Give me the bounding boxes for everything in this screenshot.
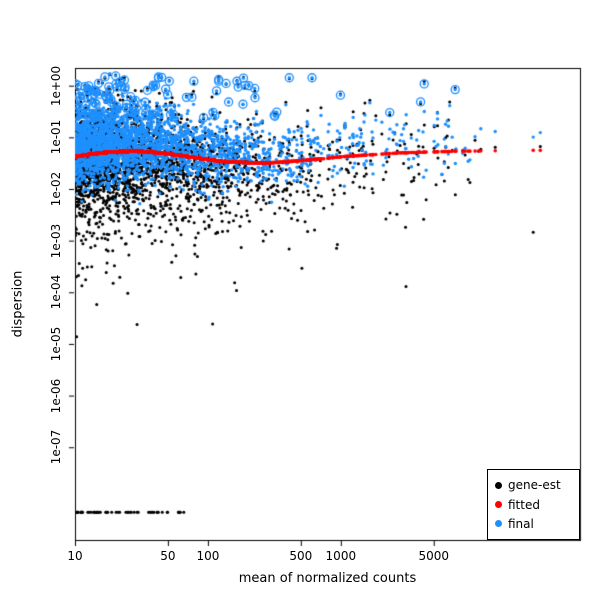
y-tick-label: 1e-06 <box>49 378 63 413</box>
gene-est-marker-icon <box>495 481 502 489</box>
legend-item-fitted: fitted <box>495 499 575 511</box>
final-marker-icon <box>495 520 502 528</box>
x-axis-title: mean of normalized counts <box>238 571 417 586</box>
x-tick-label: 10 <box>67 549 83 563</box>
y-tick-label: 1e-07 <box>49 429 63 465</box>
y-tick-label: 1e-04 <box>49 274 63 310</box>
y-tick-label: 1e-02 <box>49 171 63 207</box>
legend-label-fitted: fitted <box>508 497 540 512</box>
x-tick-label: 5000 <box>418 549 449 563</box>
y-tick-label: 1e-05 <box>49 326 63 362</box>
legend-item-gene-est: gene-est <box>495 479 575 491</box>
y-tick-label: 1e+00 <box>49 65 63 106</box>
legend-item-final: final <box>495 518 575 530</box>
fitted-marker-icon <box>495 501 502 508</box>
legend-label-gene-est: gene-est <box>508 478 561 493</box>
x-tick-label: 500 <box>289 549 313 563</box>
x-tick-label: 100 <box>196 549 220 563</box>
x-tick-label: 50 <box>160 549 176 563</box>
y-axis-title: dispersion <box>10 270 26 338</box>
y-tick-label: 1e-01 <box>49 120 63 155</box>
y-tick-label: 1e-03 <box>49 223 63 258</box>
x-tick-label: 1000 <box>325 549 357 563</box>
legend-label-final: final <box>508 516 534 531</box>
legend: gene-est fitted final <box>487 469 580 540</box>
